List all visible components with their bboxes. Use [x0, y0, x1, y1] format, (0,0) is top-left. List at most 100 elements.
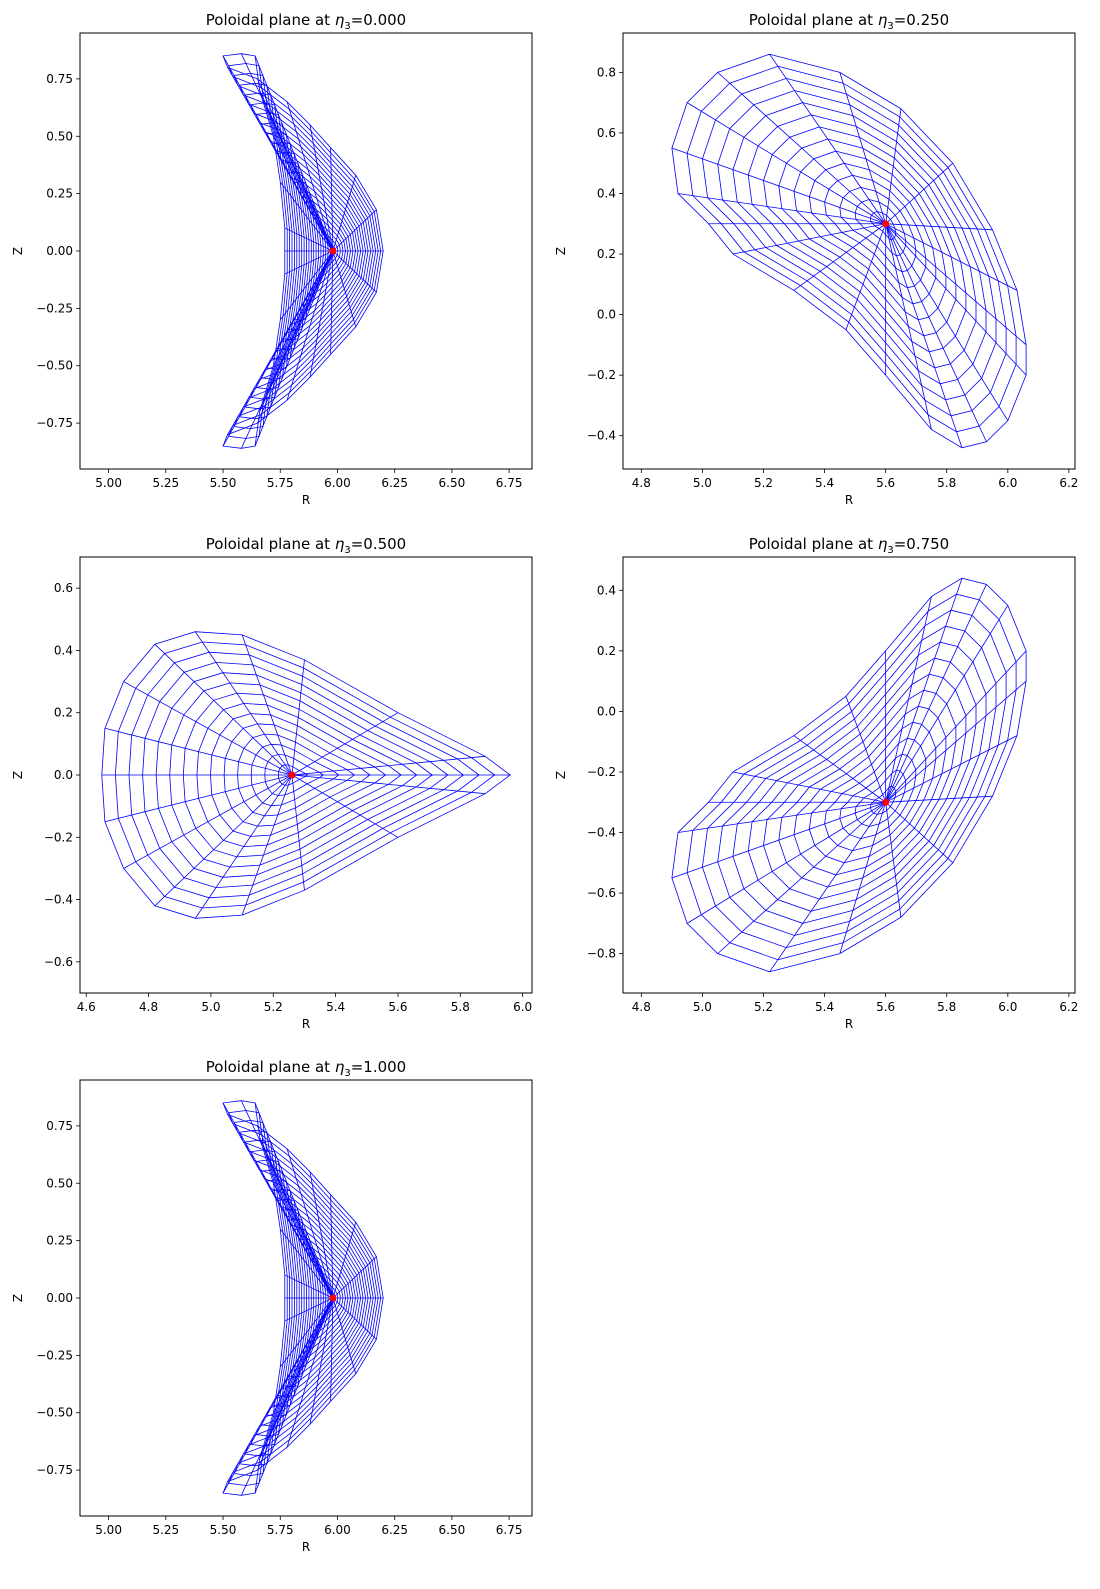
x-axis-label: R: [845, 493, 853, 507]
mesh-spoke: [104, 774, 293, 823]
mesh-spoke: [123, 681, 293, 776]
mesh-spoke: [332, 209, 377, 252]
x-tick-label: 4.6: [77, 1000, 96, 1014]
mesh-spoke: [286, 1148, 334, 1299]
x-tick-label: 5.6: [876, 1000, 895, 1014]
x-axis-label: R: [302, 1017, 310, 1031]
mesh-spoke: [195, 774, 293, 919]
plot-frame: [622, 32, 1076, 470]
y-tick-label: −0.75: [36, 1463, 73, 1477]
mesh-spoke: [254, 55, 334, 252]
y-tick-label: 0.0: [597, 704, 616, 718]
mesh-spoke: [273, 1183, 334, 1299]
mesh-spoke: [845, 696, 887, 803]
mesh-ring: [778, 138, 957, 337]
y-tick-label: 0.4: [597, 583, 616, 597]
mesh-ring: [854, 199, 907, 257]
mesh-spoke: [309, 250, 334, 378]
mesh-spoke: [885, 108, 902, 224]
y-tick-label: −0.50: [36, 359, 73, 373]
mesh-ring: [717, 90, 997, 401]
mesh-spoke: [717, 801, 886, 954]
mesh-spoke: [769, 53, 886, 224]
mesh-spoke: [686, 102, 886, 225]
x-tick-label: 5.2: [754, 1000, 773, 1014]
y-tick-label: −0.4: [587, 826, 616, 840]
y-tick-label: −0.2: [587, 765, 616, 779]
axis-point: [329, 1294, 337, 1302]
y-tick-label: −0.4: [587, 429, 616, 443]
x-tick-label: 5.2: [264, 1000, 283, 1014]
mesh-grid: [222, 1100, 384, 1496]
mesh-spoke: [254, 1297, 334, 1494]
y-tick-label: −0.8: [587, 947, 616, 961]
mesh-ring: [869, 211, 897, 241]
mesh-spoke: [885, 735, 1018, 803]
subplot-title: Poloidal plane at η3=0.750: [749, 535, 949, 556]
mesh-spoke: [284, 1274, 334, 1299]
y-tick-label: −0.2: [587, 368, 616, 382]
mesh-spoke: [769, 802, 886, 973]
x-tick-label: 5.4: [815, 476, 834, 490]
x-tick-label: 5.0: [693, 476, 712, 490]
mesh-spoke: [732, 223, 886, 255]
x-tick-label: 5.8: [937, 476, 956, 490]
x-tick-label: 4.8: [632, 476, 651, 490]
y-tick-label: 0.0: [597, 308, 616, 322]
x-tick-label: 5.4: [326, 1000, 345, 1014]
mesh-spoke: [330, 250, 334, 355]
mesh-spoke: [885, 223, 1027, 346]
mesh-grid: [671, 577, 1027, 973]
mesh-spoke: [839, 72, 887, 224]
mesh-spoke: [845, 223, 887, 330]
mesh-spoke: [332, 1256, 377, 1299]
mesh-ring: [869, 785, 897, 815]
x-tick-label: 5.0: [201, 1000, 220, 1014]
mesh-spoke: [259, 1297, 334, 1459]
x-tick-label: 6.00: [324, 1523, 351, 1537]
subplot-5: 5.00 5.25 5.50 5.75 6.00 6.25 6.50 6.75 0.75 0.50…: [11, 1058, 533, 1554]
mesh-ring: [671, 53, 1027, 449]
y-tick-label: −0.50: [36, 1406, 73, 1420]
mesh-grid: [671, 53, 1027, 449]
x-tick-label: 6.0: [998, 1000, 1017, 1014]
x-tick-label: 6.50: [439, 1523, 466, 1537]
mesh-spoke: [885, 162, 954, 225]
y-tick-label: −0.75: [36, 416, 73, 430]
x-tick-label: 5.0: [693, 1000, 712, 1014]
mesh-spoke: [286, 1297, 334, 1448]
mesh-spoke: [793, 223, 886, 291]
subplot-title: Poloidal plane at η3=0.000: [206, 11, 406, 32]
mesh-spoke: [284, 227, 334, 252]
x-tick-label: 5.00: [95, 476, 122, 490]
mesh-ring: [793, 150, 947, 321]
x-tick-label: 6.2: [1059, 1000, 1078, 1014]
mesh-ring: [732, 102, 987, 385]
y-axis-label: Z: [554, 247, 568, 255]
subplot-4: 4.8 5.0 5.2 5.4 5.6 5.8 6.0 6.2 0.4 0.2 0.0 −0.2 −0.…: [554, 535, 1078, 1031]
mesh-spoke: [885, 223, 993, 231]
x-tick-label: 5.75: [267, 1523, 294, 1537]
mesh-spoke: [732, 771, 886, 803]
y-axis-label: Z: [11, 247, 25, 255]
x-tick-label: 6.75: [496, 1523, 523, 1537]
subplot-title: Poloidal plane at η3=0.500: [206, 535, 406, 556]
x-axis-label: R: [845, 1017, 853, 1031]
x-axis-label: R: [302, 1540, 310, 1554]
mesh-spoke: [273, 136, 334, 252]
mesh-spoke: [885, 223, 963, 448]
mesh-spoke: [885, 596, 932, 803]
mesh-spoke: [332, 250, 377, 293]
mesh-spoke: [241, 774, 293, 916]
x-tick-label: 5.6: [876, 476, 895, 490]
y-tick-label: 0.75: [46, 72, 73, 86]
y-tick-label: −0.25: [36, 301, 73, 315]
y-tick-label: 0.4: [597, 186, 616, 200]
mesh-ring: [854, 769, 907, 827]
y-axis-label: Z: [11, 771, 25, 779]
y-tick-label: 0.00: [46, 1291, 73, 1305]
mesh-ring: [808, 721, 937, 864]
mesh-spoke: [291, 774, 305, 891]
mesh-spoke: [332, 1297, 377, 1340]
